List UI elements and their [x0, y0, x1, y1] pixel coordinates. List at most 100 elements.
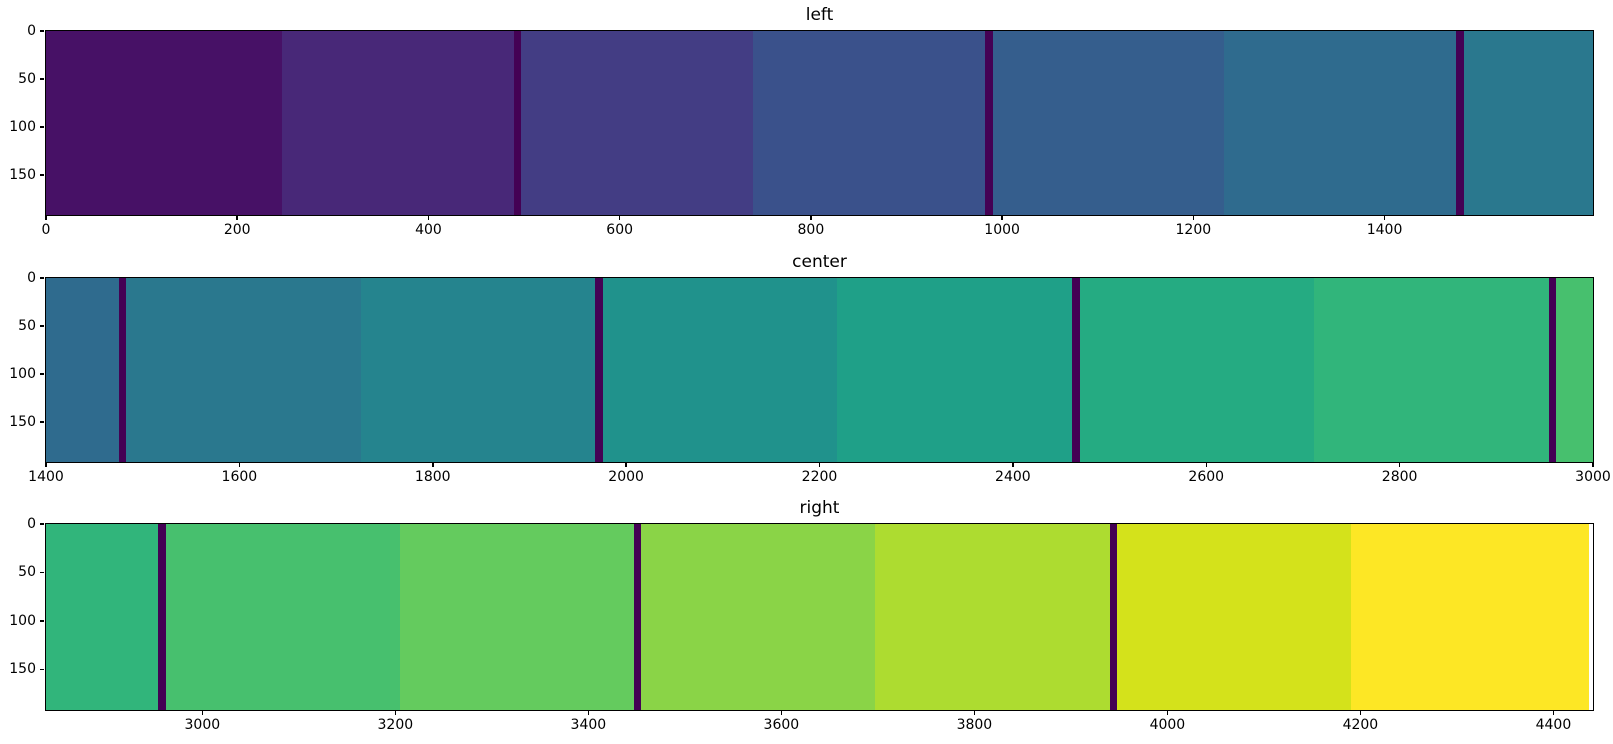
x-tick-label: 400	[415, 222, 442, 238]
y-tick-label: 150	[9, 166, 36, 183]
colormap-band	[599, 278, 838, 462]
colormap-band	[399, 524, 638, 710]
colormap-band	[753, 31, 989, 215]
x-tick-label: 4400	[1535, 717, 1572, 733]
x-tick-mark	[201, 711, 204, 715]
y-tick-label: 50	[18, 564, 36, 581]
y-tick-label: 50	[18, 70, 36, 87]
y-tick-mark	[40, 421, 44, 423]
y-tick-label: 100	[9, 365, 36, 382]
x-tick-label: 2800	[1381, 469, 1418, 485]
colormap-band	[1351, 524, 1590, 710]
x-tick-mark	[45, 216, 47, 220]
x-tick-mark	[432, 463, 434, 467]
x-tick-label: 600	[606, 222, 634, 238]
x-tick-label: 1800	[414, 469, 451, 485]
x-tick-mark	[1359, 711, 1362, 715]
x-tick-label: 0	[41, 222, 51, 238]
y-tick-label: 150	[9, 661, 36, 678]
x-tick-mark	[818, 463, 821, 467]
x-tick-mark	[45, 463, 47, 467]
separator-line	[595, 278, 603, 462]
x-tick-mark	[973, 711, 976, 715]
x-tick-label: 2600	[1188, 469, 1225, 485]
separator-line	[1548, 278, 1557, 462]
colormap-band	[1460, 31, 1593, 215]
x-tick-mark	[1001, 216, 1003, 220]
y-tick-mark	[40, 174, 44, 176]
colormap-band	[637, 524, 876, 710]
colormap-band	[46, 31, 282, 215]
x-tick-mark	[427, 216, 430, 220]
subplot-title: right	[799, 498, 840, 518]
x-tick-mark	[780, 711, 783, 715]
x-tick-label: 4200	[1342, 717, 1379, 733]
y-tick-mark	[40, 373, 44, 375]
separator-line	[633, 524, 642, 710]
colormap-band	[46, 278, 123, 462]
axes-frame	[45, 277, 1594, 463]
y-tick-mark	[40, 78, 44, 80]
y-tick-mark	[40, 523, 44, 525]
x-tick-label: 1600	[221, 469, 258, 485]
y-tick-label: 50	[18, 317, 36, 334]
subplot-title: center	[792, 252, 847, 272]
x-tick-mark	[1166, 711, 1169, 715]
y-tick-mark	[40, 277, 44, 279]
x-tick-label: 4000	[1149, 717, 1186, 733]
axes-frame	[45, 523, 1594, 711]
x-tick-label: 3200	[377, 717, 414, 733]
colormap-band	[1075, 278, 1315, 462]
y-tick-label: 0	[27, 23, 36, 39]
colormap-band	[1314, 278, 1553, 462]
x-tick-mark	[236, 216, 238, 220]
x-tick-mark	[394, 711, 397, 715]
colormap-band	[360, 278, 600, 462]
y-tick-label: 0	[27, 516, 36, 532]
separator-line	[1109, 524, 1118, 710]
axes-frame	[45, 30, 1594, 216]
y-tick-mark	[40, 571, 44, 574]
y-tick-mark	[40, 126, 44, 128]
y-tick-label: 150	[9, 413, 36, 430]
colormap-band	[1224, 31, 1461, 215]
separator-line	[1071, 278, 1080, 462]
x-tick-mark	[1012, 463, 1014, 467]
y-tick-mark	[40, 620, 44, 622]
x-tick-label: 1200	[1175, 222, 1212, 238]
x-tick-mark	[1383, 216, 1386, 220]
colormap-band	[1113, 524, 1352, 710]
colormap-band	[837, 278, 1076, 462]
x-tick-mark	[1398, 463, 1401, 467]
y-tick-label: 0	[27, 270, 36, 286]
separator-line	[984, 31, 993, 215]
x-tick-mark	[1205, 463, 1207, 467]
x-tick-mark	[1192, 216, 1195, 220]
colormap-band	[281, 31, 518, 215]
x-tick-label: 3800	[956, 717, 993, 733]
y-tick-label: 100	[9, 612, 36, 629]
separator-line	[118, 278, 127, 462]
colormap-band	[517, 31, 754, 215]
separator-line	[1456, 31, 1464, 215]
x-tick-mark	[810, 216, 812, 220]
x-tick-label: 3600	[763, 717, 800, 733]
x-tick-label: 2000	[608, 469, 644, 485]
x-tick-label: 1400	[1366, 222, 1403, 238]
x-tick-mark	[1552, 711, 1555, 715]
x-tick-mark	[238, 463, 241, 467]
colormap-band	[122, 278, 361, 462]
colormap-band	[46, 524, 162, 710]
x-tick-label: 200	[223, 222, 251, 238]
x-tick-mark	[1592, 463, 1594, 467]
x-tick-label: 1400	[28, 469, 64, 485]
x-tick-label: 3000	[184, 717, 221, 733]
y-tick-mark	[40, 30, 44, 32]
x-tick-label: 2200	[801, 469, 838, 485]
x-tick-label: 800	[797, 222, 825, 238]
x-tick-mark	[587, 711, 590, 715]
colormap-band	[988, 31, 1225, 215]
separator-line	[513, 31, 522, 215]
y-tick-label: 100	[9, 118, 36, 135]
